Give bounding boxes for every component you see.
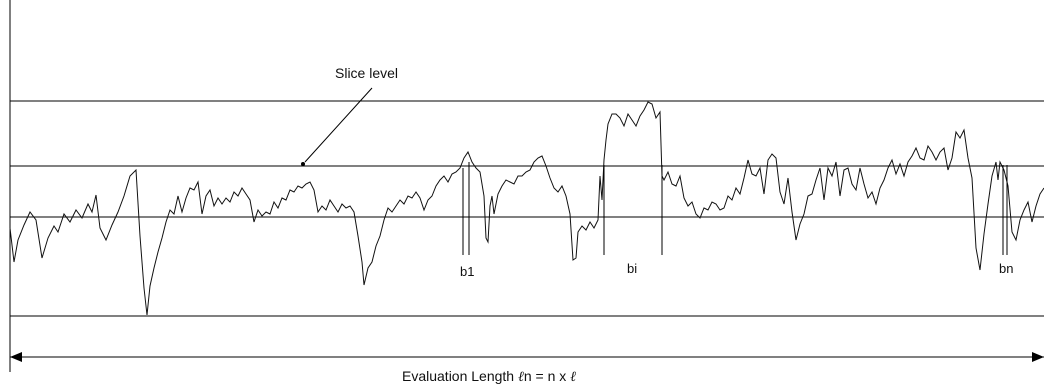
slice-level-pointer-dot (301, 162, 305, 166)
b1-label: b1 (460, 264, 474, 279)
slice-level-label: Slice level (335, 65, 398, 81)
roughness-profile (9, 101, 1044, 316)
slice-level-pointer (304, 87, 373, 163)
caption-prefix: Evaluation Length (402, 368, 518, 384)
caption-middle: n = n x (524, 368, 570, 384)
bn-label: bn (999, 261, 1013, 276)
caption-ell-symbol: ℓ (518, 369, 524, 385)
left-arrowhead (10, 352, 22, 362)
bi-label: bi (627, 261, 637, 276)
right-arrowhead (1032, 352, 1044, 362)
evaluation-length-caption: Evaluation Length ℓn = n x ℓ (402, 368, 576, 385)
caption-ell-symbol-2: ℓ (570, 369, 576, 385)
